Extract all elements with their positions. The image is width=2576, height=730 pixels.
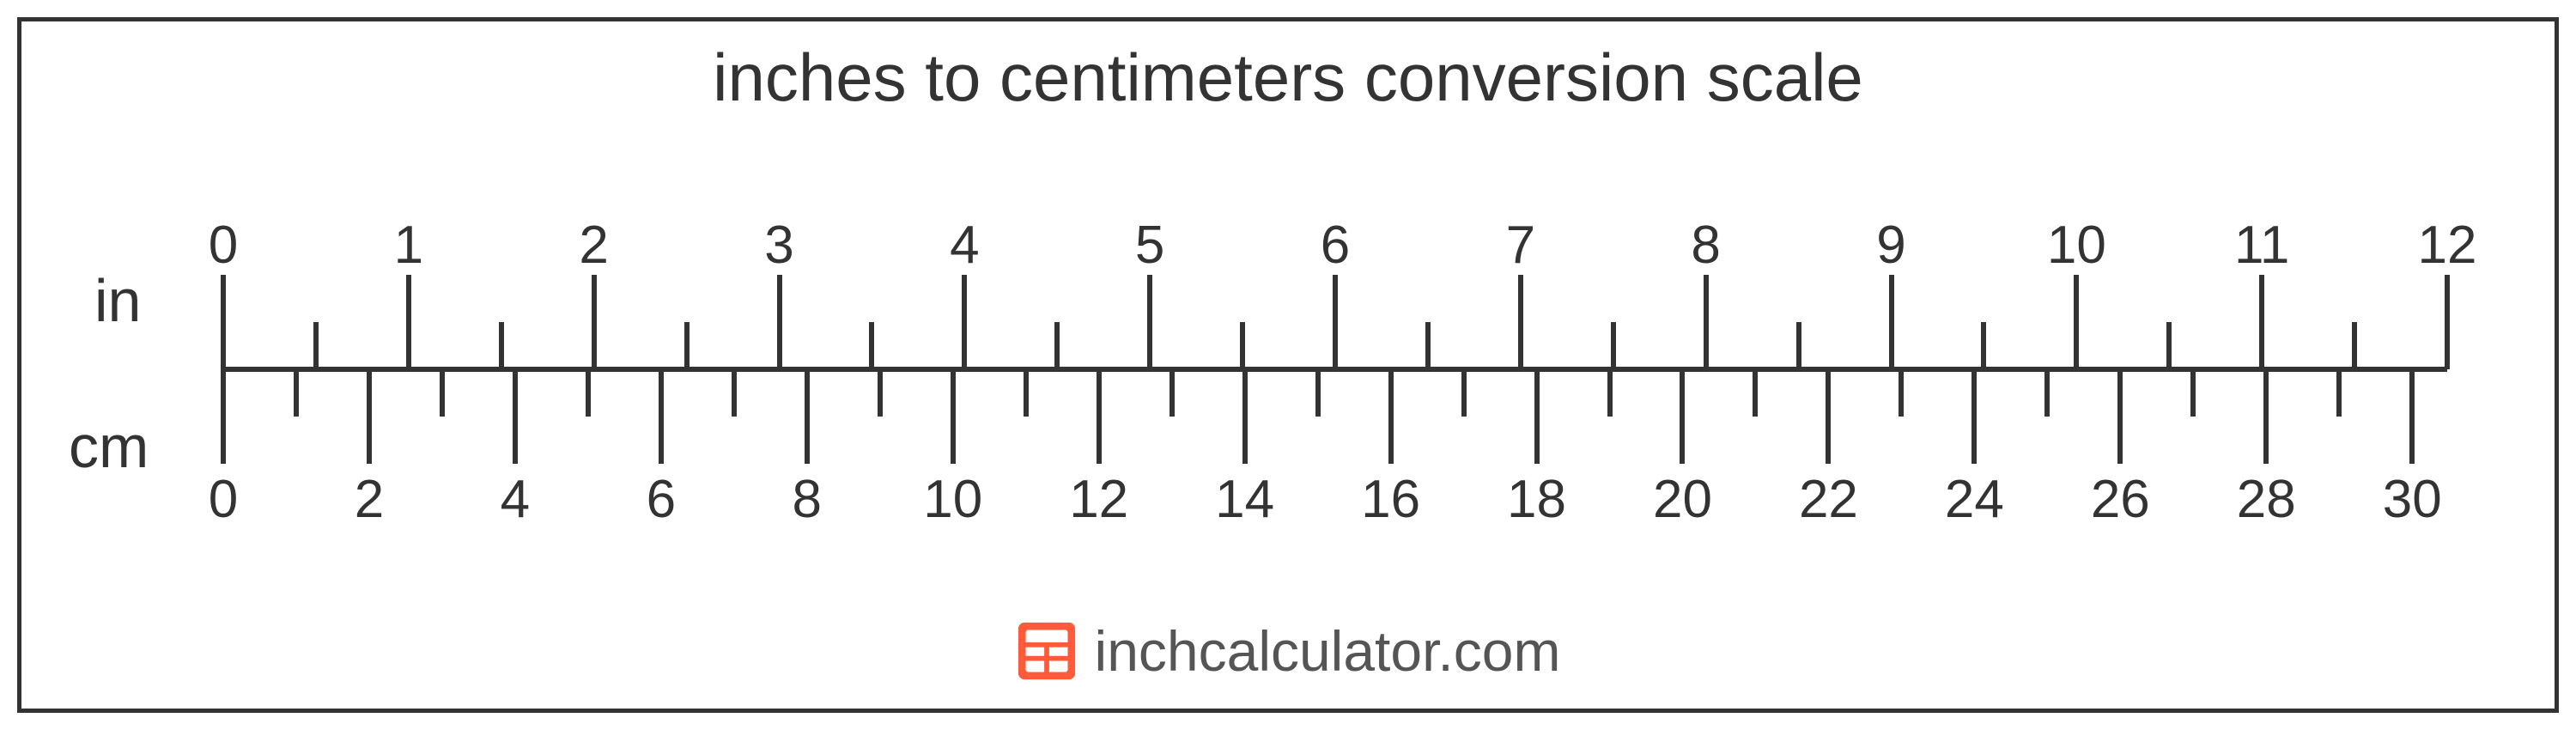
inch-tick-label: 6 xyxy=(1321,215,1350,276)
cm-minor-tick xyxy=(878,369,883,417)
inch-tick-label: 2 xyxy=(579,215,608,276)
inch-major-tick xyxy=(2445,275,2450,369)
inch-major-tick xyxy=(1889,275,1894,369)
cm-major-tick xyxy=(1826,369,1831,464)
inch-minor-tick xyxy=(1054,322,1060,369)
inch-tick-label: 1 xyxy=(394,215,423,276)
cm-tick-label: 8 xyxy=(793,469,822,530)
cm-minor-tick xyxy=(440,369,445,417)
inch-minor-tick xyxy=(2352,322,2357,369)
inch-minor-tick xyxy=(684,322,690,369)
cm-major-tick xyxy=(1680,369,1685,464)
cm-tick-label: 10 xyxy=(923,469,982,530)
cm-tick-label: 12 xyxy=(1069,469,1128,530)
cm-tick-label: 22 xyxy=(1799,469,1858,530)
cm-minor-tick xyxy=(1315,369,1321,417)
cm-major-tick xyxy=(367,369,372,464)
inch-minor-tick xyxy=(1611,322,1616,369)
inch-major-tick xyxy=(1147,275,1152,369)
cm-tick-label: 28 xyxy=(2237,469,2296,530)
cm-major-tick xyxy=(1388,369,1394,464)
cm-minor-tick xyxy=(2044,369,2050,417)
cm-tick-label: 18 xyxy=(1507,469,1566,530)
inch-major-tick xyxy=(592,275,597,369)
cm-tick-label: 14 xyxy=(1215,469,1274,530)
cm-minor-tick xyxy=(1170,369,1175,417)
cm-tick-label: 16 xyxy=(1361,469,1420,530)
calculator-icon xyxy=(1016,620,1078,682)
cm-tick-label: 24 xyxy=(1945,469,2004,530)
cm-tick-label: 6 xyxy=(647,469,676,530)
cm-major-tick xyxy=(2263,369,2269,464)
cm-major-tick xyxy=(513,369,518,464)
cm-minor-tick xyxy=(1899,369,1904,417)
inch-tick-label: 8 xyxy=(1691,215,1720,276)
cm-tick-label: 0 xyxy=(209,469,238,530)
cm-major-tick xyxy=(659,369,664,464)
inch-major-tick xyxy=(962,275,967,369)
inch-tick-label: 11 xyxy=(2234,215,2289,276)
cm-tick-label: 2 xyxy=(355,469,384,530)
cm-minor-tick xyxy=(1024,369,1029,417)
inch-tick-label: 12 xyxy=(2418,215,2477,276)
inch-minor-tick xyxy=(869,322,874,369)
inch-minor-tick xyxy=(2166,322,2172,369)
cm-minor-tick xyxy=(1753,369,1758,417)
inch-tick-label: 4 xyxy=(950,215,979,276)
cm-minor-tick xyxy=(294,369,299,417)
cm-minor-tick xyxy=(2336,369,2342,417)
cm-minor-tick xyxy=(732,369,737,417)
cm-major-tick xyxy=(1534,369,1540,464)
cm-major-tick xyxy=(2117,369,2123,464)
inch-major-tick xyxy=(777,275,782,369)
cm-major-tick xyxy=(1097,369,1102,464)
cm-minor-tick xyxy=(1461,369,1467,417)
cm-major-tick xyxy=(221,369,226,464)
inch-minor-tick xyxy=(313,322,319,369)
cm-minor-tick xyxy=(2190,369,2196,417)
inch-major-tick xyxy=(406,275,411,369)
inch-minor-tick xyxy=(1796,322,1801,369)
inch-tick-label: 3 xyxy=(764,215,793,276)
inch-tick-label: 7 xyxy=(1506,215,1535,276)
inch-major-tick xyxy=(221,275,226,369)
inch-minor-tick xyxy=(1425,322,1431,369)
inch-tick-label: 9 xyxy=(1876,215,1905,276)
cm-tick-label: 30 xyxy=(2383,469,2442,530)
cm-tick-label: 4 xyxy=(501,469,530,530)
cm-tick-label: 26 xyxy=(2091,469,2150,530)
cm-major-tick xyxy=(805,369,810,464)
inch-tick-label: 5 xyxy=(1135,215,1164,276)
inch-tick-label: 0 xyxy=(209,215,238,276)
cm-major-tick xyxy=(1242,369,1248,464)
footer: inchcalculator.com xyxy=(0,618,2576,684)
cm-major-tick xyxy=(951,369,956,464)
inch-major-tick xyxy=(2074,275,2079,369)
cm-major-tick xyxy=(1971,369,1977,464)
footer-text: inchcalculator.com xyxy=(1095,618,1561,684)
inch-major-tick xyxy=(1518,275,1523,369)
inch-minor-tick xyxy=(499,322,504,369)
inch-major-tick xyxy=(1704,275,1709,369)
cm-minor-tick xyxy=(1607,369,1613,417)
cm-tick-label: 20 xyxy=(1653,469,1712,530)
inch-major-tick xyxy=(2259,275,2264,369)
cm-minor-tick xyxy=(586,369,591,417)
inch-minor-tick xyxy=(1240,322,1245,369)
inch-major-tick xyxy=(1333,275,1338,369)
inch-minor-tick xyxy=(1981,322,1986,369)
inch-tick-label: 10 xyxy=(2047,215,2106,276)
cm-major-tick xyxy=(2409,369,2415,464)
